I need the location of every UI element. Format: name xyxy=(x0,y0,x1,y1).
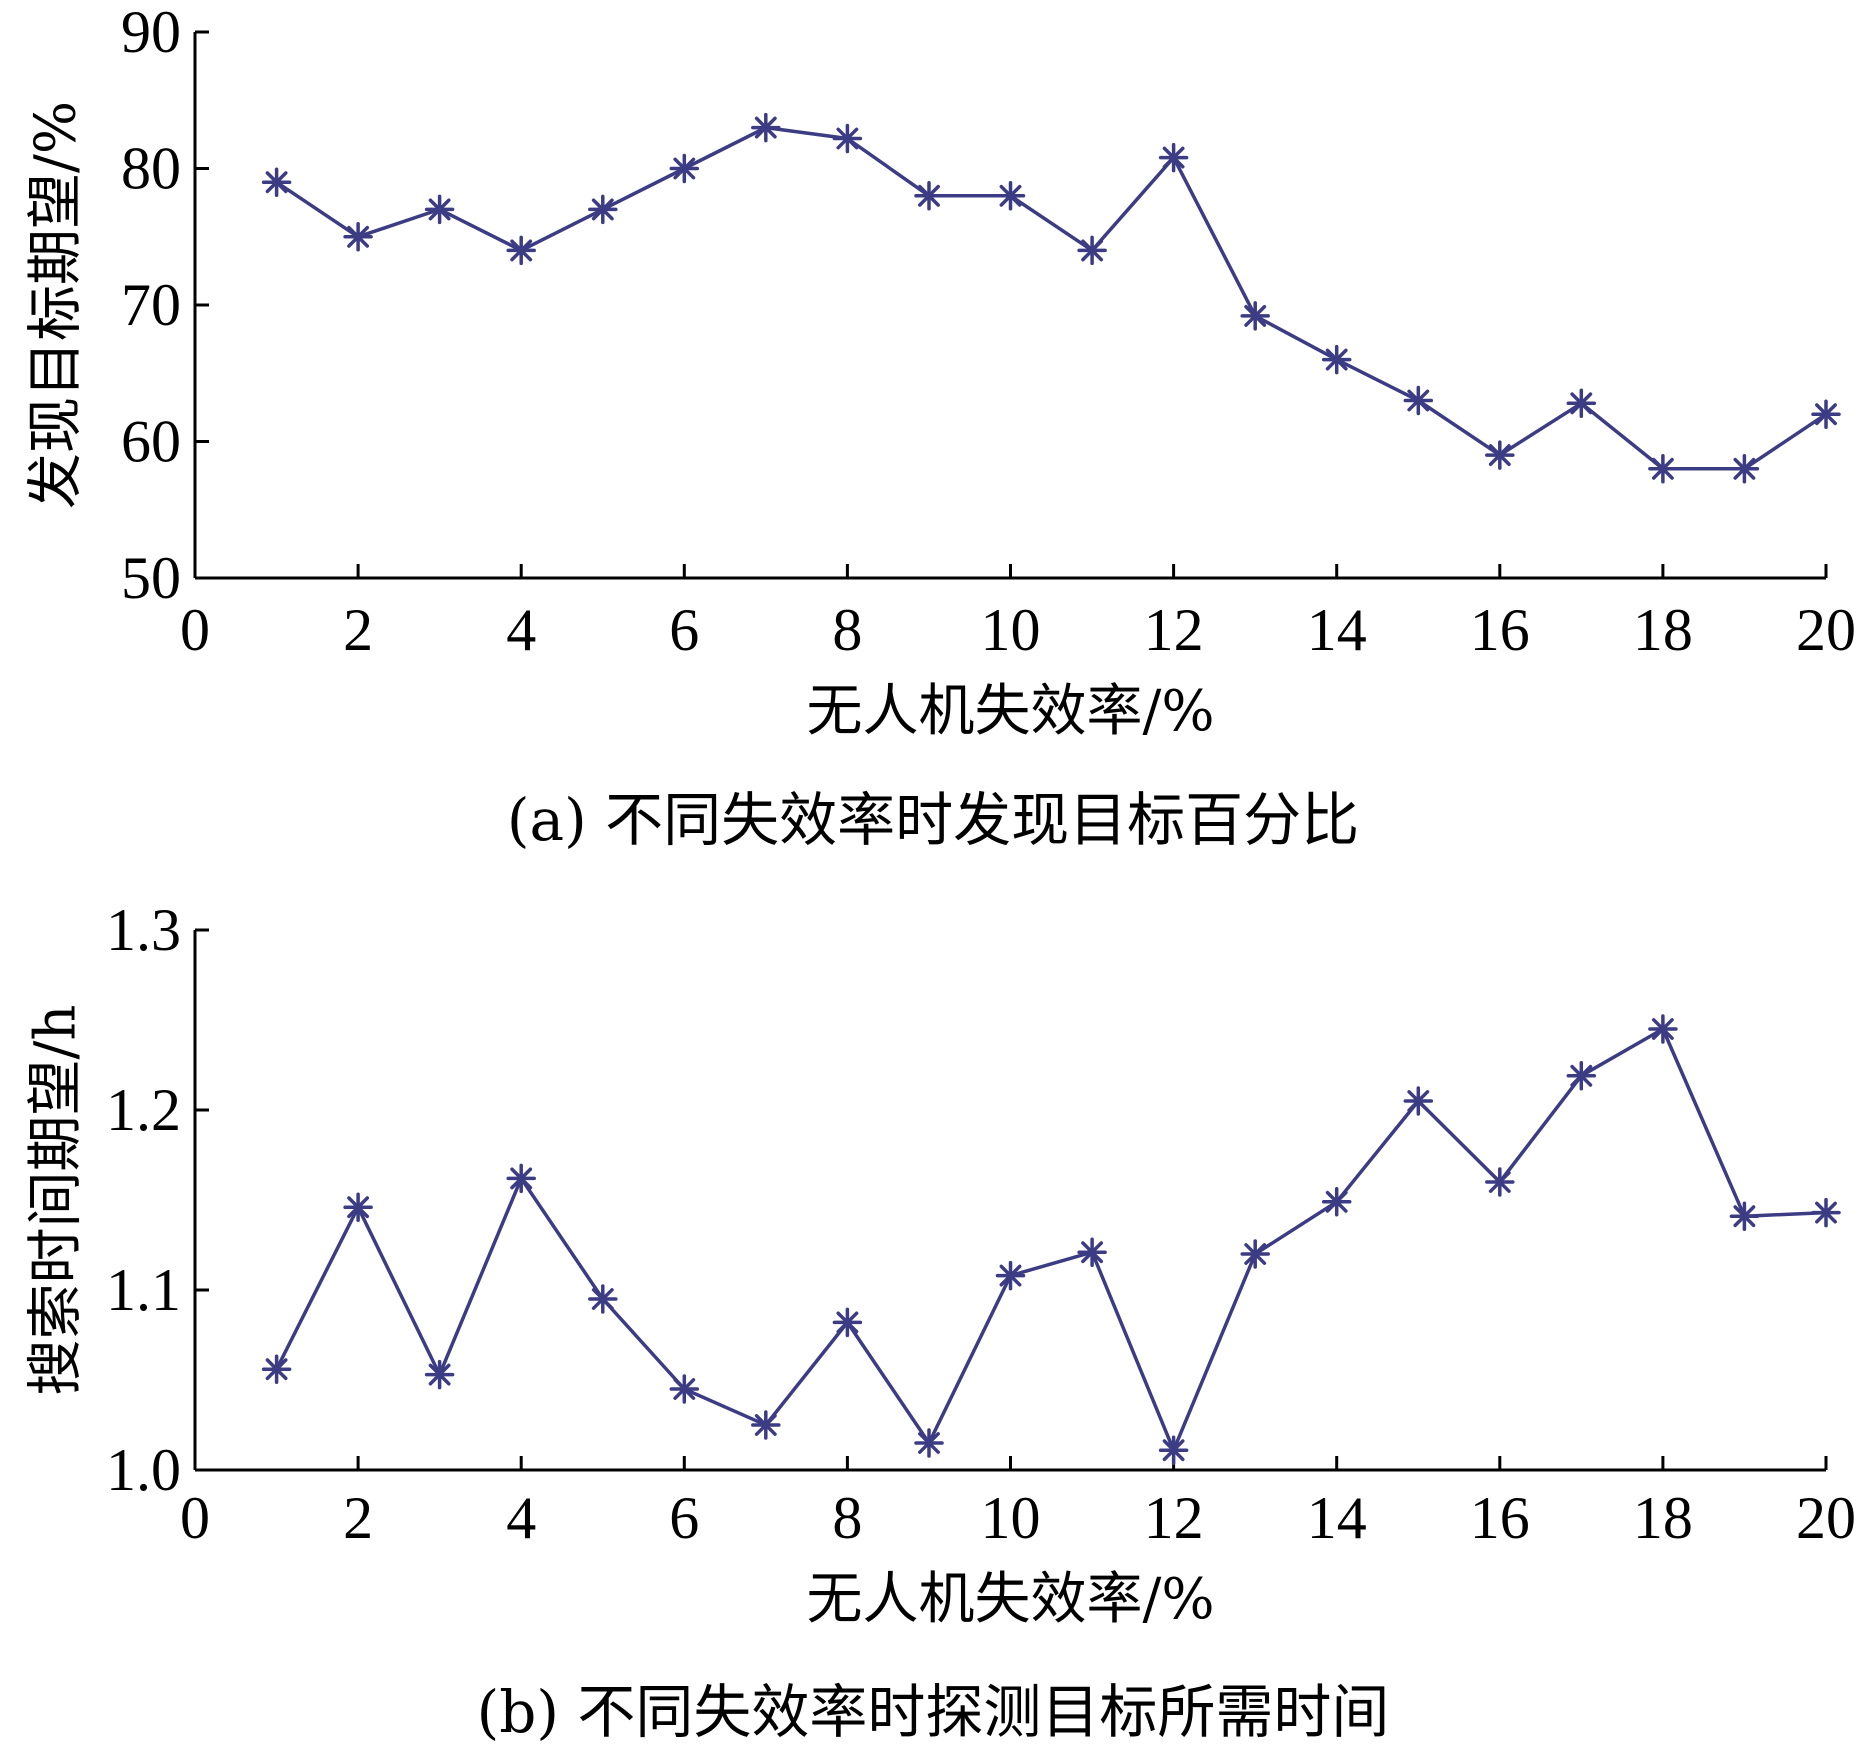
data-point-marker xyxy=(1403,385,1434,416)
x-tick-label: 12 xyxy=(1144,597,1204,663)
x-tick-label: 2 xyxy=(343,597,373,663)
x-tick-label: 6 xyxy=(669,1485,699,1551)
data-point-marker xyxy=(1158,1435,1189,1465)
chart-a: 0 2 4 6 8 10 12 14 16 18 20 50 60 70 80 90 无人机失效率/% 发现目标期… xyxy=(24,0,1857,854)
x-tick-label: 18 xyxy=(1633,1485,1693,1551)
data-point-marker xyxy=(1566,1061,1597,1091)
data-point-marker xyxy=(588,1284,618,1314)
chart-caption: (b) 不同失效率时探测目标所需时间 xyxy=(477,1678,1390,1746)
data-point-marker xyxy=(506,235,536,266)
x-tick-label: 12 xyxy=(1144,1485,1204,1551)
x-tick-label: 10 xyxy=(981,597,1041,663)
data-point-marker xyxy=(588,194,618,225)
data-point-marker xyxy=(261,1354,292,1384)
chart-b: 0 2 4 6 8 10 12 14 16 18 20 1.0 1.1 1.2 1.3 无人机失效率/% 搜索时… xyxy=(24,897,1857,1746)
data-point-marker xyxy=(1240,1239,1270,1269)
data-point-marker xyxy=(1566,388,1597,419)
data-point-marker xyxy=(832,123,863,154)
chart-caption: (a) 不同失效率时发现目标百分比 xyxy=(507,786,1359,854)
y-tick-label: 1.2 xyxy=(106,1077,181,1143)
x-tick-label: 8 xyxy=(832,597,862,663)
x-tick-label: 14 xyxy=(1307,597,1367,663)
y-axis-title: 搜索时间期望/h xyxy=(24,1005,89,1396)
data-point-marker xyxy=(1321,344,1352,375)
data-point-marker xyxy=(1811,399,1841,429)
data-point-marker xyxy=(832,1307,863,1338)
data-point-marker xyxy=(261,167,292,197)
data-point-marker xyxy=(669,153,700,184)
x-tick-label: 20 xyxy=(1796,597,1856,663)
x-tick-label: 8 xyxy=(832,1485,862,1551)
series-line xyxy=(275,1027,1827,1452)
data-point-marker xyxy=(1321,1187,1352,1217)
data-point-marker xyxy=(1811,1197,1841,1228)
y-tick-label: 1.1 xyxy=(106,1257,181,1323)
data-point-marker xyxy=(424,1359,455,1390)
data-point-marker xyxy=(424,194,455,225)
x-axis-title: 无人机失效率/% xyxy=(806,1567,1214,1632)
data-point-marker xyxy=(343,1192,373,1222)
data-point-marker xyxy=(669,1374,700,1404)
data-point-marker xyxy=(751,1410,781,1440)
x-tick-label: 0 xyxy=(180,597,210,663)
data-point-marker xyxy=(914,1428,944,1458)
x-tick-label: 2 xyxy=(343,1485,373,1551)
x-tick-label: 14 xyxy=(1307,1485,1367,1551)
data-point-marker xyxy=(1648,1014,1678,1044)
data-point-marker xyxy=(995,1260,1026,1291)
data-point-marker xyxy=(1158,142,1189,173)
data-point-marker xyxy=(1485,440,1515,470)
data-point-marker xyxy=(1240,301,1270,331)
x-tick-label: 6 xyxy=(669,597,699,663)
y-tick-label: 1.3 xyxy=(106,897,181,963)
data-point-marker xyxy=(914,181,944,211)
x-tick-label: 16 xyxy=(1470,597,1530,663)
x-tick-label: 10 xyxy=(981,1485,1041,1551)
x-tick-label: 20 xyxy=(1796,1485,1856,1551)
data-point-marker xyxy=(751,112,781,143)
y-tick-label: 70 xyxy=(121,272,181,338)
series-line xyxy=(275,125,1827,471)
x-tick-label: 16 xyxy=(1470,1485,1530,1551)
data-point-marker xyxy=(1077,1237,1107,1267)
y-tick-label: 90 xyxy=(121,0,181,65)
y-tick-label: 80 xyxy=(121,136,181,202)
data-point-marker xyxy=(1403,1086,1434,1116)
data-point-marker xyxy=(1729,1201,1760,1231)
x-tick-label: 4 xyxy=(506,1485,536,1551)
data-point-marker xyxy=(1485,1167,1515,1197)
x-tick-label: 4 xyxy=(506,597,536,663)
data-point-marker xyxy=(1648,454,1678,484)
data-point-marker xyxy=(506,1163,536,1194)
y-tick-label: 60 xyxy=(121,409,181,475)
data-point-marker xyxy=(343,222,373,252)
x-tick-label: 18 xyxy=(1633,597,1693,663)
data-point-marker xyxy=(1729,454,1760,484)
y-tick-label: 50 xyxy=(121,545,181,611)
data-point-marker xyxy=(1077,235,1107,266)
y-axis-title: 发现目标期望/% xyxy=(24,101,89,509)
y-tick-label: 1.0 xyxy=(106,1437,181,1503)
x-axis-title: 无人机失效率/% xyxy=(806,679,1214,744)
data-point-marker xyxy=(995,181,1026,211)
x-tick-label: 0 xyxy=(180,1485,210,1551)
